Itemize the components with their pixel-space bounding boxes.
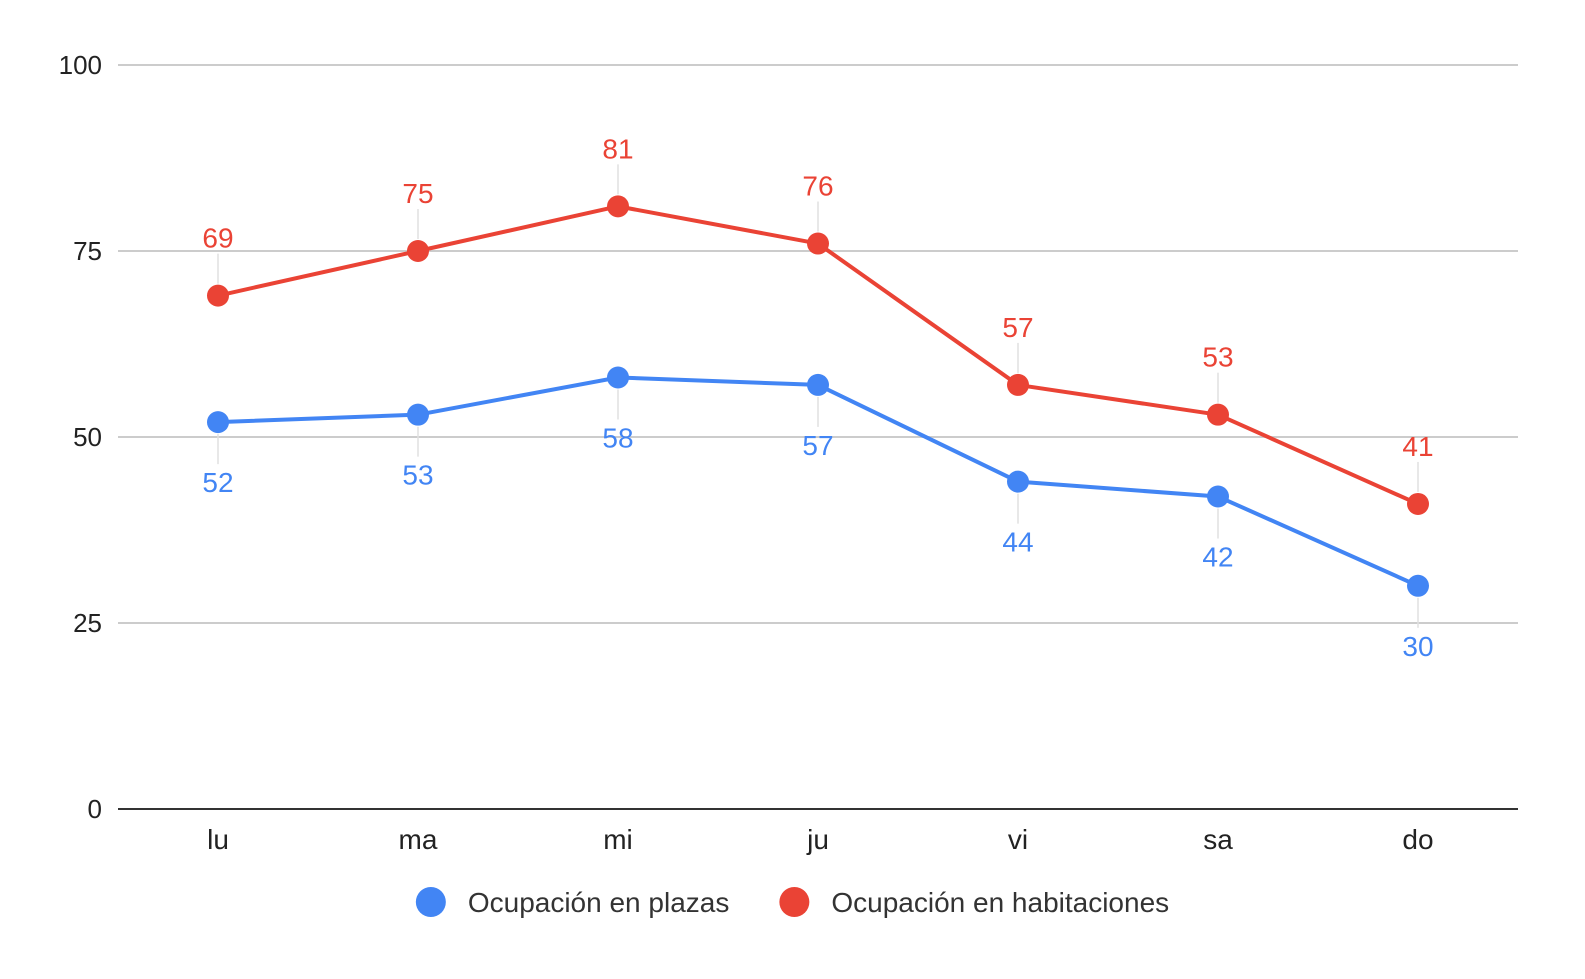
data-point <box>807 232 829 255</box>
y-axis-ticks: 0 25 50 75 100 <box>59 50 102 824</box>
y-tick-label: 50 <box>73 422 102 452</box>
data-label: 57 <box>1002 312 1033 343</box>
data-label: 53 <box>1202 342 1233 373</box>
data-label: 58 <box>602 422 633 453</box>
data-point <box>1207 485 1229 508</box>
data-point <box>807 373 829 396</box>
x-tick-label: mi <box>603 824 633 855</box>
data-label: 30 <box>1402 631 1433 662</box>
x-tick-label: vi <box>1008 824 1028 855</box>
y-tick-label: 75 <box>73 236 102 266</box>
data-label: 75 <box>402 178 433 209</box>
data-point <box>207 284 229 307</box>
data-point <box>1407 492 1429 515</box>
data-point <box>607 366 629 389</box>
x-tick-label: sa <box>1203 824 1233 855</box>
x-tick-label: ma <box>399 824 438 855</box>
legend-item: Ocupación en habitaciones <box>779 887 1169 918</box>
data-point <box>1007 373 1029 396</box>
data-label: 44 <box>1002 527 1033 558</box>
x-tick-label: ju <box>806 824 829 855</box>
legend: Ocupación en plazas Ocupación en habitaci… <box>415 887 1169 918</box>
data-point <box>407 403 429 426</box>
x-tick-label: lu <box>207 824 229 855</box>
data-point <box>1207 403 1229 426</box>
grid <box>118 64 1518 810</box>
data-label: 53 <box>402 460 433 491</box>
data-label: 52 <box>202 467 233 498</box>
x-axis-ticks: lu ma mi ju vi sa do <box>207 824 1433 855</box>
legend-label: Ocupación en plazas <box>468 887 730 918</box>
data-point <box>607 195 629 218</box>
y-tick-label: 25 <box>73 608 102 638</box>
data-label: 81 <box>602 133 633 164</box>
legend-item: Ocupación en plazas <box>415 887 730 918</box>
data-label: 41 <box>1402 431 1433 462</box>
legend-swatch <box>779 887 810 917</box>
y-tick-label: 0 <box>88 794 102 824</box>
x-tick-label: do <box>1402 824 1433 855</box>
legend-label: Ocupación en habitaciones <box>831 887 1169 918</box>
data-point <box>407 240 429 262</box>
series-1: 52 53 58 57 44 42 30 <box>202 366 1434 662</box>
data-point <box>1007 470 1029 493</box>
series-2: 69 75 81 76 57 53 41 <box>202 133 1434 515</box>
data-point <box>207 411 229 434</box>
data-label: 69 <box>202 223 233 254</box>
data-label: 76 <box>802 171 833 202</box>
data-label: 42 <box>1202 542 1233 573</box>
legend-swatch <box>415 887 446 917</box>
data-label: 57 <box>802 430 833 461</box>
data-point <box>1407 574 1429 597</box>
y-tick-label: 100 <box>59 50 102 80</box>
series-layer: 52 53 58 57 44 42 30 69 75 81 76 57 53 41 <box>202 133 1433 661</box>
